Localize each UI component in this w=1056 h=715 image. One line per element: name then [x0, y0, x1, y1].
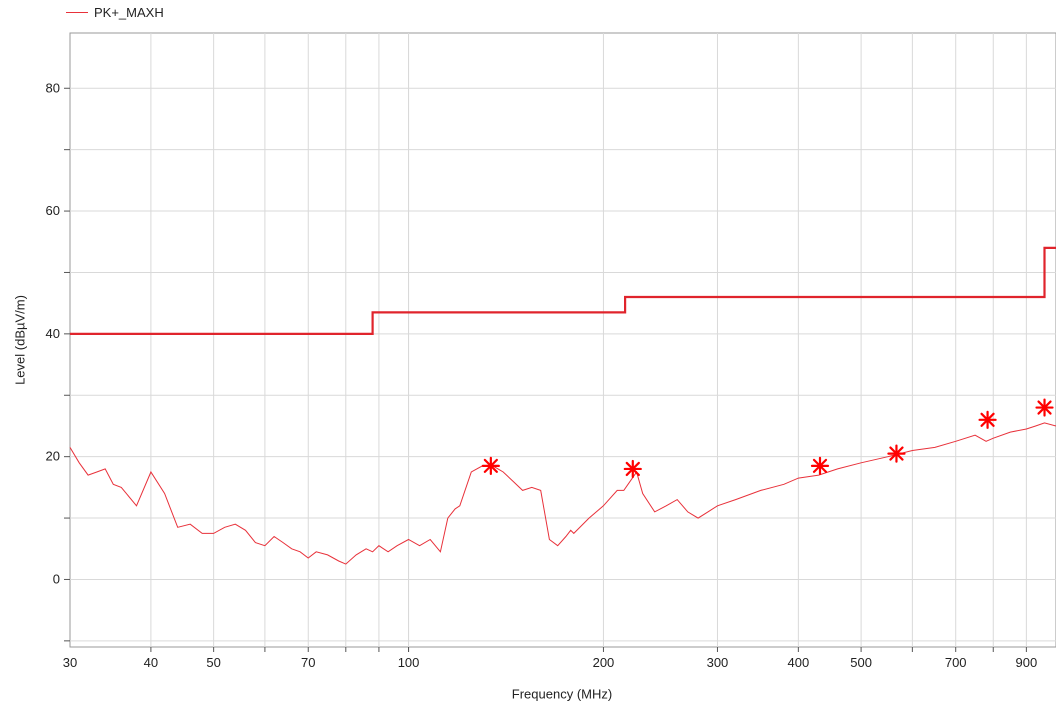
- plot-frame: [69, 32, 1056, 648]
- x-tick-label: 700: [945, 655, 967, 670]
- peak-marker: [887, 444, 906, 463]
- peak-marker-stroke: [625, 461, 640, 477]
- legend-entry-label: PK+_MAXH: [94, 4, 164, 20]
- x-tick-label: 500: [850, 655, 872, 670]
- x-tick-label: 50: [206, 655, 220, 670]
- x-tick-label: 300: [707, 655, 729, 670]
- peak-marker-stroke: [1037, 400, 1052, 415]
- x-axis-label: Frequency (MHz): [511, 686, 613, 702]
- y-tick-label: 0: [53, 571, 60, 586]
- peak-marker: [810, 456, 830, 475]
- x-tick-label: 400: [787, 655, 809, 670]
- legend: PK+_MAXH: [66, 2, 164, 22]
- x-tick-label: 100: [398, 655, 420, 670]
- x-tick-label: 200: [593, 655, 615, 670]
- peak-marker-stroke: [889, 446, 904, 461]
- peak-marker-stroke: [812, 458, 828, 473]
- x-tick-label: 70: [301, 655, 315, 670]
- y-axis-label: Level (dBµV/m): [12, 295, 28, 385]
- limit-line: [70, 246, 1056, 335]
- y-tick-label: 20: [46, 449, 60, 464]
- x-tick-label: 40: [144, 655, 158, 670]
- peak-marker: [978, 410, 997, 429]
- y-tick-label: 60: [46, 203, 60, 218]
- peak-marker-stroke: [483, 458, 498, 473]
- x-tick-label: 30: [63, 655, 77, 670]
- y-tick-label: 80: [46, 80, 60, 95]
- peak-marker-stroke: [980, 412, 995, 427]
- x-tick-label: 900: [1016, 655, 1038, 670]
- legend-swatch: [66, 11, 88, 13]
- peak-marker: [1035, 398, 1054, 417]
- peak-marker: [481, 456, 500, 475]
- peak-marker: [623, 459, 642, 479]
- y-tick-label: 40: [46, 326, 60, 341]
